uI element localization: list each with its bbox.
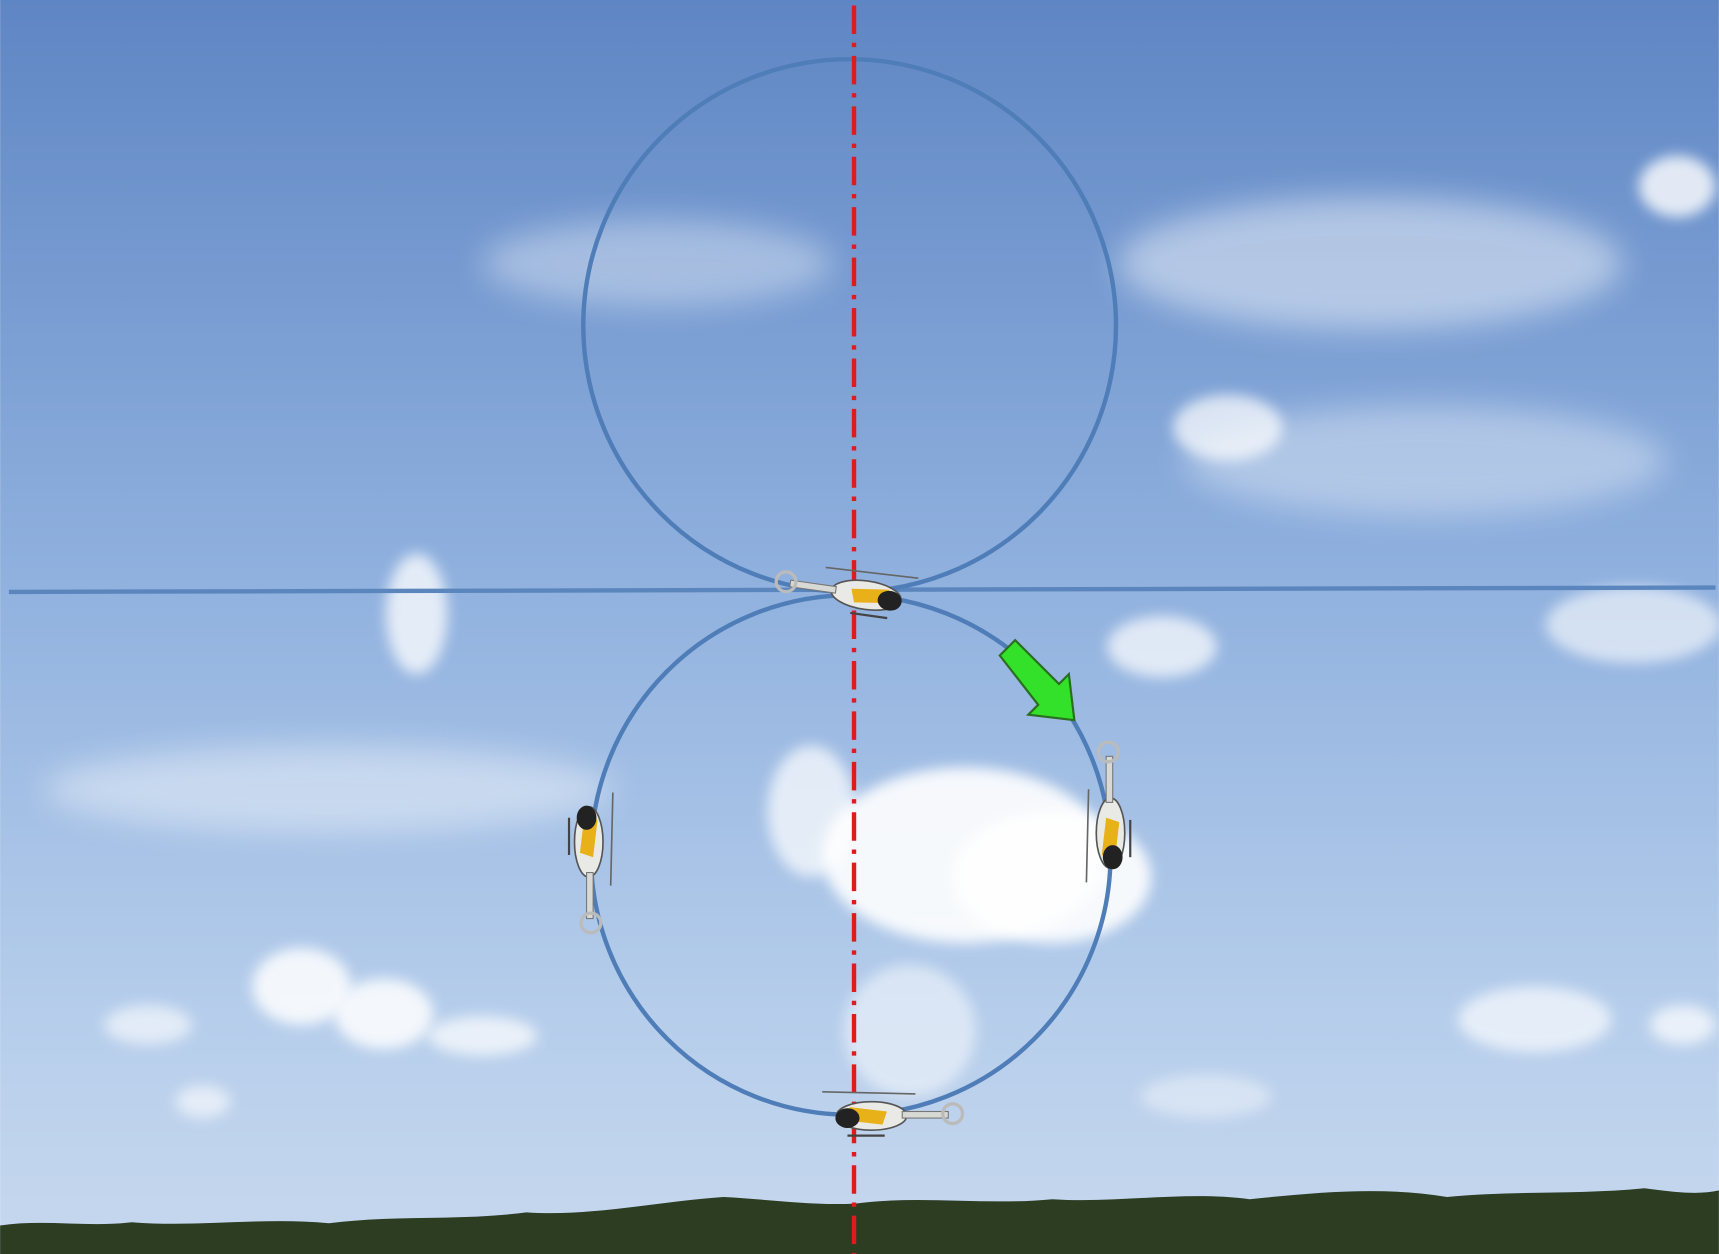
maneuver-diagram xyxy=(0,0,1719,1254)
page: (() => { const data = JSON.parse(documen… xyxy=(0,0,1719,1254)
